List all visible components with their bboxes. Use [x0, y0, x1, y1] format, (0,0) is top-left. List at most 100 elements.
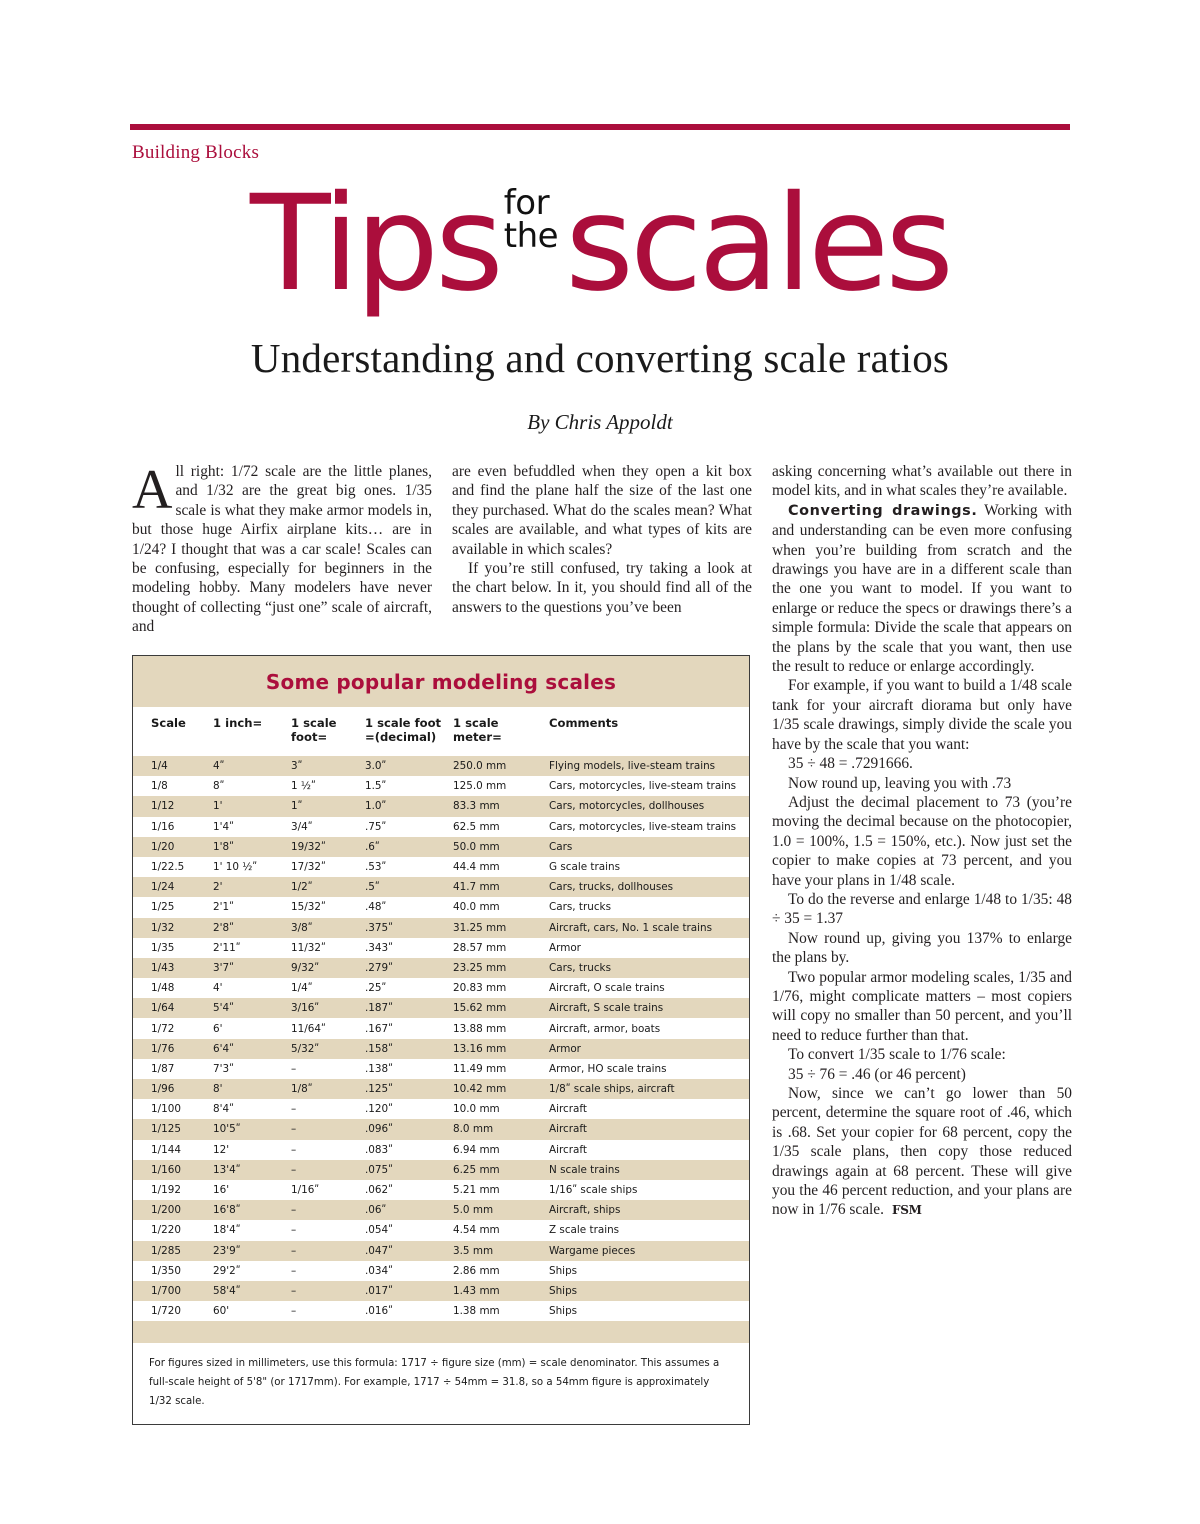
table-row: 1/700 58'4ʺ – .017ʺ 1.43 mm Ships: [133, 1280, 749, 1302]
table-cell: Aircraft, S scale trains: [549, 998, 749, 1019]
table-cell: –: [291, 1220, 365, 1241]
table-cell: Armor, HO scale trains: [549, 1058, 749, 1079]
table-cell: .062ʺ: [365, 1179, 453, 1201]
table-cell: .25ʺ: [365, 978, 453, 999]
table-cell: .138ʺ: [365, 1058, 453, 1079]
table-cell: 11/32ʺ: [291, 937, 365, 958]
table-cell: 1/16: [133, 816, 213, 837]
paragraph-text: To do the reverse and enlarge 1/48 to 1/…: [772, 890, 1072, 928]
table-cell: 23.25 mm: [453, 957, 549, 979]
table-cell: 13.88 mm: [453, 1018, 549, 1039]
table-cell: Cars, trucks: [549, 957, 749, 979]
col-header-scale-foot: 1 scale foot=: [291, 707, 365, 756]
title-the: the: [503, 216, 559, 256]
paragraph: If you’re still confused, try taking a l…: [452, 559, 752, 617]
table-cell: 62.5 mm: [453, 816, 549, 837]
run-in-head: Converting drawings.: [788, 502, 978, 519]
paragraph-text: Two popular armor modeling scales, 1/35 …: [772, 968, 1072, 1044]
table-cell: 15/32ʺ: [291, 897, 365, 918]
table-cell: Ships: [549, 1260, 749, 1281]
table-cell: Cars, motorcycles, live-steam trains: [549, 816, 749, 837]
table-cell: G scale trains: [549, 856, 749, 878]
table-cell: Ships: [549, 1301, 749, 1322]
table-cell: 1/8ʺ: [291, 1079, 365, 1100]
table-cell: 9/32ʺ: [291, 957, 365, 979]
table-cell: 1/96: [133, 1079, 213, 1100]
paragraph: Now round up, leaving you with .73: [772, 774, 1072, 793]
paragraph-text: For example, if you want to build a 1/48…: [772, 677, 1072, 753]
table-cell: 20.83 mm: [453, 978, 549, 999]
scales-table: Scale 1 inch= 1 scale foot= 1 scale foot =…: [133, 707, 749, 1344]
table-row: 1/285 23'9ʺ – .047ʺ 3.5 mm Wargame pieces: [133, 1240, 749, 1261]
table-cell: Cars, trucks: [549, 897, 749, 918]
table-cell: 44.4 mm: [453, 856, 549, 878]
table-cell: 6': [213, 1018, 291, 1039]
table-cell: –: [291, 1099, 365, 1120]
table-cell: Cars, trucks, dollhouses: [549, 877, 749, 898]
equation: 35 ÷ 76 = .46 (or 46 percent): [772, 1065, 1072, 1084]
table-cell: Wargame pieces: [549, 1240, 749, 1261]
table-cell: 5/32ʺ: [291, 1038, 365, 1059]
title-word-scales: scales: [565, 167, 954, 321]
table-spacer-row: [133, 1321, 749, 1344]
table-row: 1/25 2'1ʺ 15/32ʺ .48ʺ 40.0 mm Cars, trucks: [133, 897, 749, 918]
table-cell: 13.16 mm: [453, 1038, 549, 1059]
table-cell: –: [291, 1119, 365, 1140]
table-cell: 10.0 mm: [453, 1099, 549, 1120]
table-cell: .343ʺ: [365, 937, 453, 958]
table-footnote: For figures sized in millimeters, use th…: [133, 1343, 749, 1425]
end-mark: FSM: [892, 1203, 922, 1218]
paragraph: To convert 1/35 scale to 1/76 scale:: [772, 1045, 1072, 1064]
table-cell: 1 ½ʺ: [291, 776, 365, 797]
table-cell: Flying models, live-steam trains: [549, 756, 749, 777]
table-cell: 13'4ʺ: [213, 1159, 291, 1180]
table-cell: 40.0 mm: [453, 897, 549, 918]
table-cell: –: [291, 1159, 365, 1180]
table-cell: .017ʺ: [365, 1280, 453, 1302]
table-row: 1/24 2' 1/2ʺ .5ʺ 41.7 mm Cars, trucks, dollho…: [133, 877, 749, 898]
table-cell: .054ʺ: [365, 1220, 453, 1241]
table-cell: Armor: [549, 937, 749, 958]
table-cell: 1/8: [133, 776, 213, 797]
table-cell: 1/4: [133, 756, 213, 777]
table-cell: 8': [213, 1079, 291, 1100]
table-cell: .120ʺ: [365, 1099, 453, 1120]
col-header-scale-foot-decimal: 1 scale foot =(decimal): [365, 707, 453, 756]
table-header-row: Scale 1 inch= 1 scale foot= 1 scale foot =…: [133, 707, 749, 756]
table-cell: 1/285: [133, 1240, 213, 1261]
table-cell: 11.49 mm: [453, 1058, 549, 1079]
table-cell: 60': [213, 1301, 291, 1322]
table-cell: 1': [213, 796, 291, 817]
table-cell: 1/22.5: [133, 856, 213, 878]
table-cell: 2'8ʺ: [213, 917, 291, 938]
table-cell: 6.25 mm: [453, 1159, 549, 1180]
title-word-tips: Tips: [249, 167, 504, 321]
table-cell: 23'9ʺ: [213, 1240, 291, 1261]
paragraph: Adjust the decimal placement to 73 (you’…: [772, 793, 1072, 890]
table-cell: 125.0 mm: [453, 776, 549, 797]
table-cell: .375ʺ: [365, 917, 453, 938]
paragraph: asking concerning what’s available out t…: [772, 462, 1072, 501]
paragraph: For example, if you want to build a 1/48…: [772, 676, 1072, 754]
table-cell: 1ʺ: [291, 796, 365, 817]
table-cell: 28.57 mm: [453, 937, 549, 958]
paragraph: Two popular armor modeling scales, 1/35 …: [772, 968, 1072, 1046]
col-header-comments: Comments: [549, 707, 749, 756]
table-cell: .167ʺ: [365, 1018, 453, 1039]
table-row: 1/32 2'8ʺ 3/8ʺ .375ʺ 31.25 mm Aircraft, cars,…: [133, 917, 749, 938]
table-row: 1/220 18'4ʺ – .054ʺ 4.54 mm Z scale trains: [133, 1220, 749, 1241]
table-cell: 1/43: [133, 957, 213, 979]
table-row: 1/22.5 1' 10 ½ʺ 17/32ʺ .53ʺ 44.4 mm G scale t…: [133, 856, 749, 878]
table-cell: 1/87: [133, 1058, 213, 1079]
page: Building Blocks Tips for thescales Underst…: [130, 0, 1072, 1524]
table-cell: 18'4ʺ: [213, 1220, 291, 1241]
col-header-scale-meter: 1 scale meter=: [453, 707, 549, 756]
col-header-one-inch: 1 inch=: [213, 707, 291, 756]
table-cell: 1/200: [133, 1200, 213, 1221]
table-cell: 1/12: [133, 796, 213, 817]
table-cell: 1.43 mm: [453, 1280, 549, 1302]
table-cell: 4ʺ: [213, 756, 291, 777]
table-cell: .06ʺ: [365, 1200, 453, 1221]
